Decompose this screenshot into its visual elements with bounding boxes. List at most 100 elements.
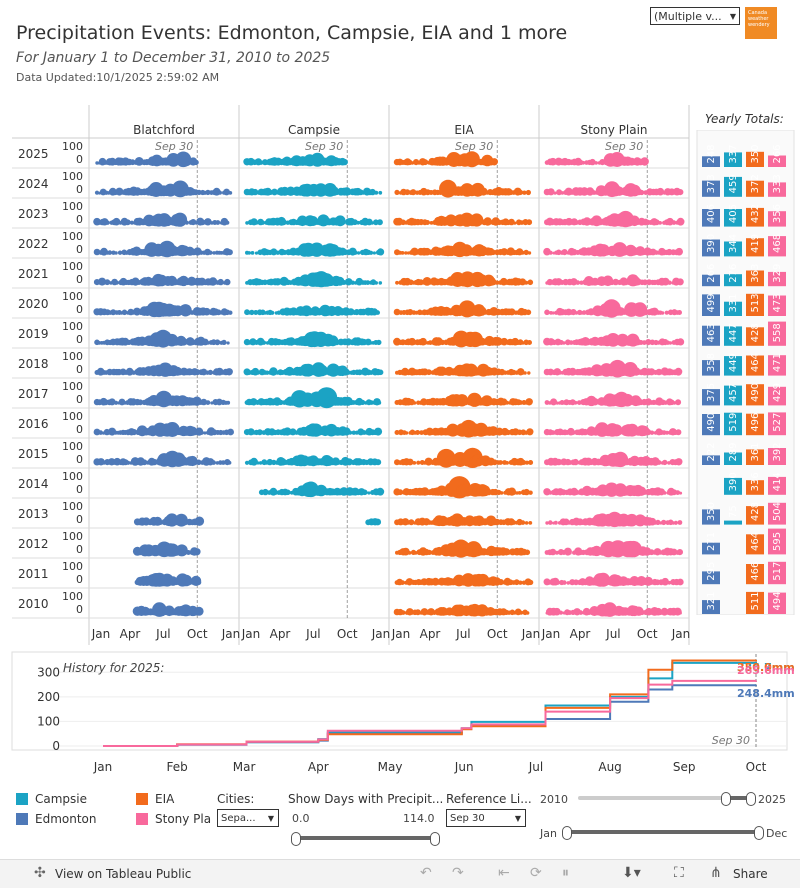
month-slider-min-handle[interactable] bbox=[562, 826, 572, 840]
y-tick-label: 100 bbox=[62, 320, 83, 333]
month-slider-max-handle[interactable] bbox=[754, 826, 764, 840]
event-bubble bbox=[227, 460, 232, 465]
event-bubble bbox=[677, 189, 684, 196]
event-bubble bbox=[368, 341, 373, 345]
download-icon[interactable]: ⬇▾ bbox=[622, 865, 641, 881]
year-label: 2020 bbox=[18, 297, 49, 311]
event-bubble bbox=[404, 251, 408, 255]
view-on-tableau-link[interactable]: View on Tableau Public bbox=[55, 867, 192, 881]
legend-label: Campsie bbox=[35, 792, 88, 806]
chevron-down-icon: ▼ bbox=[729, 12, 736, 21]
event-bubble bbox=[247, 251, 251, 255]
total-value-label: 496 bbox=[750, 413, 761, 432]
month-range-min: Jan bbox=[540, 827, 557, 840]
pause-icon[interactable]: ⏸ bbox=[562, 865, 569, 881]
year-label: 2018 bbox=[18, 357, 49, 371]
event-bubble bbox=[519, 278, 527, 286]
event-bubble bbox=[665, 430, 669, 435]
total-value-label: 428 bbox=[750, 502, 761, 521]
event-bubble bbox=[350, 280, 355, 285]
total-value-label: 361 bbox=[750, 442, 761, 461]
reference-line-dropdown[interactable]: Sep 30 ▼ bbox=[446, 809, 526, 827]
year-label: 2017 bbox=[18, 387, 49, 401]
year-slider-track[interactable] bbox=[578, 796, 754, 800]
event-bubble bbox=[190, 219, 197, 226]
event-bubble bbox=[369, 188, 376, 196]
event-bubble bbox=[511, 520, 517, 525]
event-bubble bbox=[221, 339, 227, 345]
y-tick-label: 0 bbox=[76, 603, 83, 616]
event-bubble bbox=[114, 280, 119, 285]
refresh-icon[interactable]: ⟳ bbox=[530, 865, 542, 881]
total-value-label: 375 bbox=[706, 383, 717, 402]
event-bubble bbox=[203, 431, 207, 435]
show-days-slider-max-handle[interactable] bbox=[430, 832, 440, 846]
data-updated-text: Data Updated:10/1/2025 2:59:02 AM bbox=[16, 71, 220, 84]
event-bubble bbox=[97, 341, 102, 345]
event-bubble bbox=[658, 221, 662, 225]
y-tick-label: 100 bbox=[62, 260, 83, 273]
legend-item-campsie[interactable]: Campsie bbox=[16, 792, 87, 806]
event-bubble bbox=[417, 279, 424, 286]
event-bubble bbox=[526, 428, 534, 436]
y-tick-label: 0 bbox=[76, 483, 83, 496]
undo-icon[interactable]: ↶ bbox=[420, 865, 432, 881]
panel-header-eia: EIA bbox=[454, 123, 474, 137]
fullscreen-icon[interactable]: ⛶ bbox=[674, 865, 684, 881]
legend-item-eia[interactable]: EIA bbox=[136, 792, 174, 806]
event-bubble bbox=[656, 187, 665, 196]
show-days-slider-min-handle[interactable] bbox=[291, 832, 301, 846]
total-bar bbox=[768, 182, 786, 197]
event-bubble bbox=[414, 609, 421, 616]
event-bubble bbox=[415, 430, 421, 435]
cities-dropdown[interactable]: Sepa... ▼ bbox=[217, 809, 279, 827]
total-value-label: 350 bbox=[750, 144, 761, 163]
history-y-tick: 100 bbox=[37, 714, 60, 728]
show-days-max-value: 114.0 bbox=[403, 812, 435, 825]
total-value-label: 459 bbox=[728, 174, 739, 193]
event-bubble bbox=[527, 251, 532, 255]
event-bubble bbox=[544, 309, 550, 316]
event-bubble bbox=[524, 460, 530, 465]
year-label: 2023 bbox=[18, 207, 49, 221]
month-slider-fill[interactable] bbox=[566, 830, 760, 834]
event-bubble bbox=[562, 580, 567, 585]
total-value-label: 447 bbox=[728, 323, 739, 342]
year-label: 2014 bbox=[18, 477, 49, 491]
total-bar bbox=[724, 385, 742, 406]
year-slider-max-handle[interactable] bbox=[746, 792, 756, 806]
redo-icon[interactable]: ↷ bbox=[452, 865, 464, 881]
city-multi-select[interactable]: (Multiple v... ▼ bbox=[650, 7, 740, 25]
event-bubble bbox=[181, 549, 188, 556]
event-bubble bbox=[105, 220, 110, 225]
total-value-label: 406 bbox=[706, 204, 717, 223]
event-bubble bbox=[218, 190, 222, 195]
event-bubble bbox=[678, 611, 682, 615]
event-bubble bbox=[256, 429, 263, 436]
total-value-label: 464 bbox=[750, 532, 761, 551]
y-tick-label: 0 bbox=[76, 243, 83, 256]
event-bubble bbox=[285, 489, 291, 496]
event-bubble bbox=[575, 280, 581, 285]
event-bubble bbox=[513, 579, 520, 586]
year-slider-min-handle[interactable] bbox=[721, 792, 731, 806]
event-bubble bbox=[249, 309, 255, 316]
x-tick-label: Jul bbox=[155, 627, 170, 641]
event-bubble bbox=[369, 400, 374, 405]
event-bubble bbox=[211, 460, 216, 465]
total-value-label: 463 bbox=[706, 323, 717, 342]
total-value-label: 473 bbox=[772, 293, 783, 312]
share-icon[interactable]: ⋔ bbox=[710, 865, 722, 881]
event-bubble bbox=[645, 339, 652, 346]
event-bubble bbox=[675, 490, 681, 495]
revert-icon[interactable]: ⇤ bbox=[498, 865, 510, 881]
total-bar bbox=[746, 413, 764, 436]
share-button[interactable]: Share bbox=[733, 867, 768, 881]
legend-item-stony-plain[interactable]: Stony Pla bbox=[136, 812, 211, 826]
legend-item-edmonton[interactable]: Edmonton bbox=[16, 812, 97, 826]
event-bubble bbox=[523, 371, 527, 375]
total-value-label: 373 bbox=[706, 174, 717, 193]
event-bubble bbox=[528, 521, 533, 525]
history-end-label: 336.7mm bbox=[737, 661, 795, 674]
y-tick-label: 100 bbox=[62, 200, 83, 213]
